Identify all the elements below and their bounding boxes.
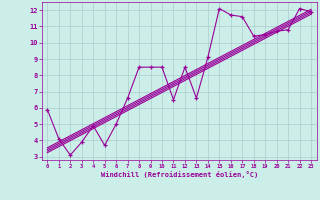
- X-axis label: Windchill (Refroidissement éolien,°C): Windchill (Refroidissement éolien,°C): [100, 171, 258, 178]
